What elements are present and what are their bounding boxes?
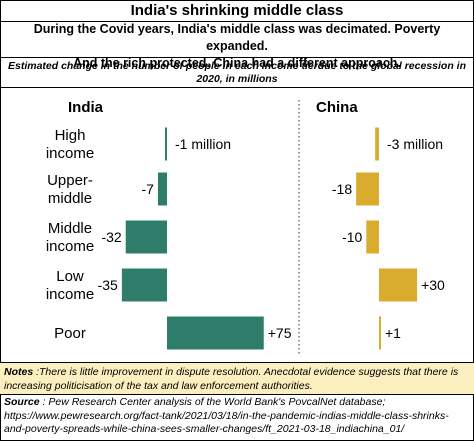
value-label: +30 (421, 277, 445, 293)
subtitle-line-2: And the rich protected. China had a diff… (73, 56, 401, 70)
value-label: -32 (101, 229, 121, 245)
notes-label: Notes (4, 366, 34, 378)
notes-box: Notes :There is little improvement in di… (0, 362, 474, 395)
value-label: -3 million (387, 136, 443, 152)
notes-text: :There is little improvement in dispute … (4, 366, 459, 392)
title-divider (0, 21, 474, 22)
source-text: : Pew Research Center analysis of the Wo… (39, 396, 386, 408)
description-divider (0, 87, 474, 88)
chart-description: Estimated change in the number of people… (7, 60, 466, 85)
bar-india (121, 268, 167, 302)
category-label: income (46, 286, 94, 303)
value-label: -1 million (175, 136, 231, 152)
category-label: Upper- (47, 172, 93, 189)
category-label: income (46, 145, 94, 162)
category-label: Low (56, 268, 84, 285)
bar-india (125, 220, 167, 254)
source-label: Source (4, 396, 40, 408)
category-label: middle (48, 190, 92, 207)
bar-india (157, 172, 167, 206)
chart-title: India's shrinking middle class (130, 2, 344, 19)
subtitle-divider (0, 57, 474, 58)
category-label: Poor (54, 325, 86, 342)
category-label: Middle (48, 220, 92, 237)
category-label: income (46, 238, 94, 255)
bar-china (356, 172, 379, 206)
value-label: -7 (142, 181, 155, 197)
source-url-line-1: https://www.pewresearch.org/fact-tank/20… (4, 409, 449, 422)
chart-subtitle: During the Covid years, India's middle c… (6, 21, 468, 72)
value-label: -35 (98, 277, 118, 293)
bar-china (375, 127, 379, 161)
series-header-china: China (316, 99, 358, 116)
series-header-india: India (68, 99, 104, 116)
value-label: +1 (385, 325, 401, 341)
value-label: -10 (342, 229, 362, 245)
value-label: -18 (332, 181, 352, 197)
bar-china (379, 268, 418, 302)
category-label: High (55, 127, 86, 144)
source-block: Source : Pew Research Center analysis of… (0, 396, 474, 437)
bar-india (167, 316, 264, 350)
value-label: +75 (268, 325, 292, 341)
source-url-line-2: and-poverty-spreads-while-china-sees-sma… (4, 423, 405, 435)
bar-china (366, 220, 379, 254)
bar-china (379, 316, 381, 350)
bar-india (165, 127, 167, 161)
subtitle-line-1: During the Covid years, India's middle c… (33, 22, 441, 53)
